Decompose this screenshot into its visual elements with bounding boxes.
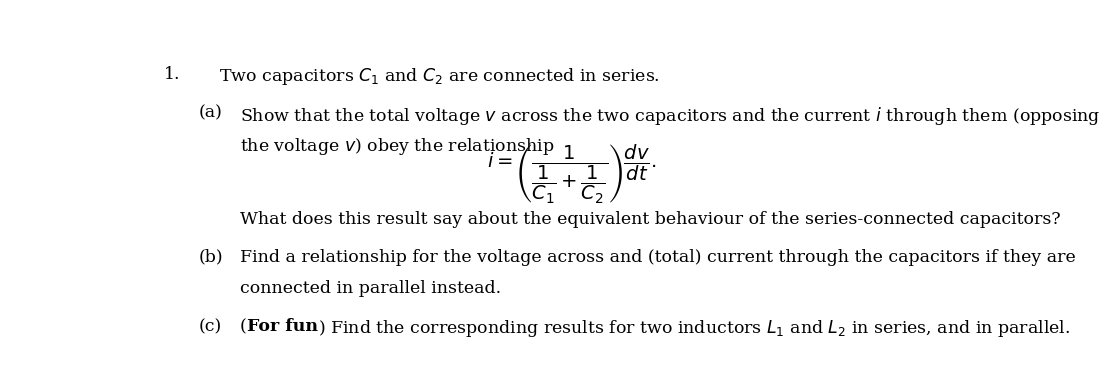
Text: For fun: For fun [247,318,318,335]
Text: (b): (b) [199,249,223,266]
Text: Find a relationship for the voltage across and (total) current through the capac: Find a relationship for the voltage acro… [240,249,1076,266]
Text: Two capacitors $C_1$ and $C_2$ are connected in series.: Two capacitors $C_1$ and $C_2$ are conne… [219,66,660,87]
Text: (a): (a) [199,105,222,122]
Text: (c): (c) [199,318,222,335]
Text: Show that the total voltage $v$ across the two capacitors and the current $i$ th: Show that the total voltage $v$ across t… [240,105,1100,127]
Text: the voltage $v$) obey the relationship: the voltage $v$) obey the relationship [240,136,555,157]
Text: 1.: 1. [164,66,180,83]
Text: ) Find the corresponding results for two inductors $L_1$ and $L_2$ in series, an: ) Find the corresponding results for two… [318,318,1070,339]
Text: connected in parallel instead.: connected in parallel instead. [240,280,501,297]
Text: What does this result say about the equivalent behaviour of the series-connected: What does this result say about the equi… [240,210,1060,228]
Text: (: ( [240,318,247,335]
Text: $i = \left(\dfrac{1}{\dfrac{1}{C_1}+\dfrac{1}{C_2}}\right)\dfrac{dv}{dt}.$: $i = \left(\dfrac{1}{\dfrac{1}{C_1}+\dfr… [488,142,656,205]
